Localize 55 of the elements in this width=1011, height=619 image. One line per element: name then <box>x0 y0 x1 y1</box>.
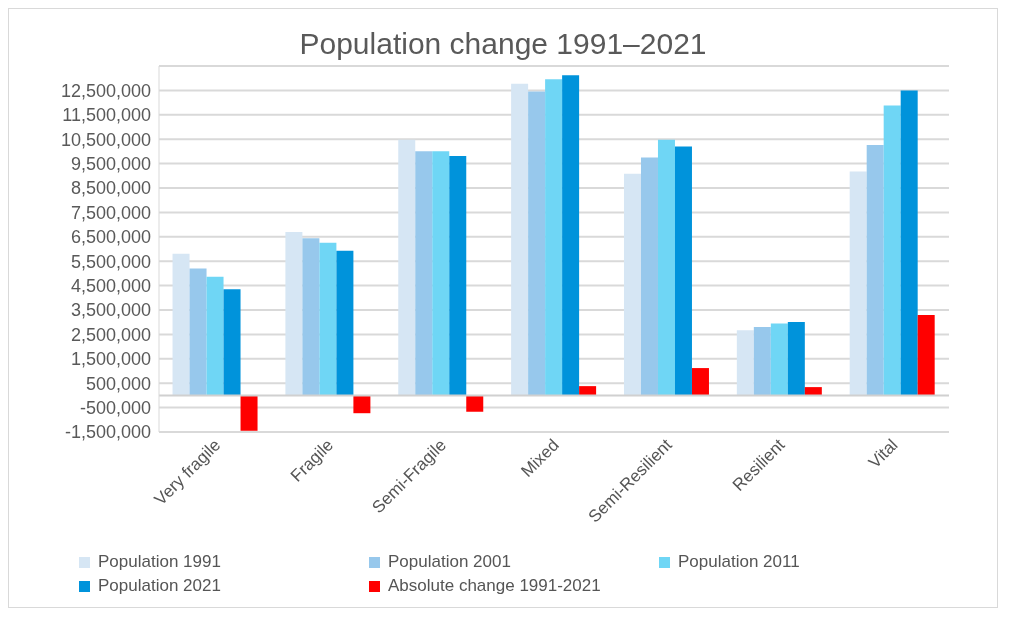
bar <box>466 395 484 412</box>
bar <box>511 83 529 396</box>
legend-label: Population 2011 <box>678 552 800 572</box>
y-tick-label: 500,000 <box>85 373 151 394</box>
bar <box>528 91 546 396</box>
y-tick-label: 7,500,000 <box>70 202 151 223</box>
y-tick-label: 2,500,000 <box>70 324 151 345</box>
y-tick-label: 1,500,000 <box>70 349 151 370</box>
bar <box>432 151 450 396</box>
bar <box>223 289 241 396</box>
bar <box>353 395 371 414</box>
bar <box>545 79 563 396</box>
legend-label: Population 1991 <box>98 552 221 572</box>
y-tick-label: 6,500,000 <box>70 227 151 248</box>
y-tick-label: 9,500,000 <box>70 153 151 174</box>
y-tick-label: 12,500,000 <box>60 80 151 101</box>
chart-title: Population change 1991–2021 <box>298 27 708 61</box>
y-tick-label: 5,500,000 <box>70 251 151 272</box>
bar <box>398 139 416 396</box>
bar <box>319 242 337 396</box>
bar <box>415 151 433 396</box>
bar <box>770 323 788 396</box>
bar <box>883 105 901 396</box>
bar <box>206 276 224 396</box>
bar <box>657 139 675 396</box>
bar <box>562 75 580 396</box>
bar <box>449 156 467 396</box>
bar <box>753 327 771 396</box>
bar <box>917 314 935 396</box>
y-tick-label: 4,500,000 <box>70 275 151 296</box>
bar <box>866 145 884 396</box>
y-tick-label: 3,500,000 <box>70 300 151 321</box>
x-tick-label: Vital <box>864 435 902 472</box>
bar <box>172 253 190 396</box>
bar <box>336 250 354 396</box>
bar <box>691 368 709 396</box>
bar <box>302 238 320 396</box>
y-tick-label: 10,500,000 <box>60 129 151 150</box>
y-tick-label: -1,500,000 <box>64 422 151 443</box>
legend-label: Absolute change 1991-2021 <box>388 576 601 596</box>
bar <box>189 268 207 396</box>
bar <box>787 321 805 396</box>
bar <box>623 173 641 396</box>
bar <box>285 231 303 396</box>
bar <box>674 146 692 396</box>
bar <box>736 330 754 396</box>
y-tick-label: -500,000 <box>79 397 151 418</box>
legend-label: Population 2021 <box>98 576 221 596</box>
bar <box>240 395 258 431</box>
legend-label: Population 2001 <box>388 552 511 572</box>
bar <box>849 171 867 396</box>
bar <box>640 157 658 396</box>
y-tick-label: 8,500,000 <box>70 178 151 199</box>
y-tick-label: 11,500,000 <box>62 105 151 126</box>
bar <box>900 90 918 396</box>
